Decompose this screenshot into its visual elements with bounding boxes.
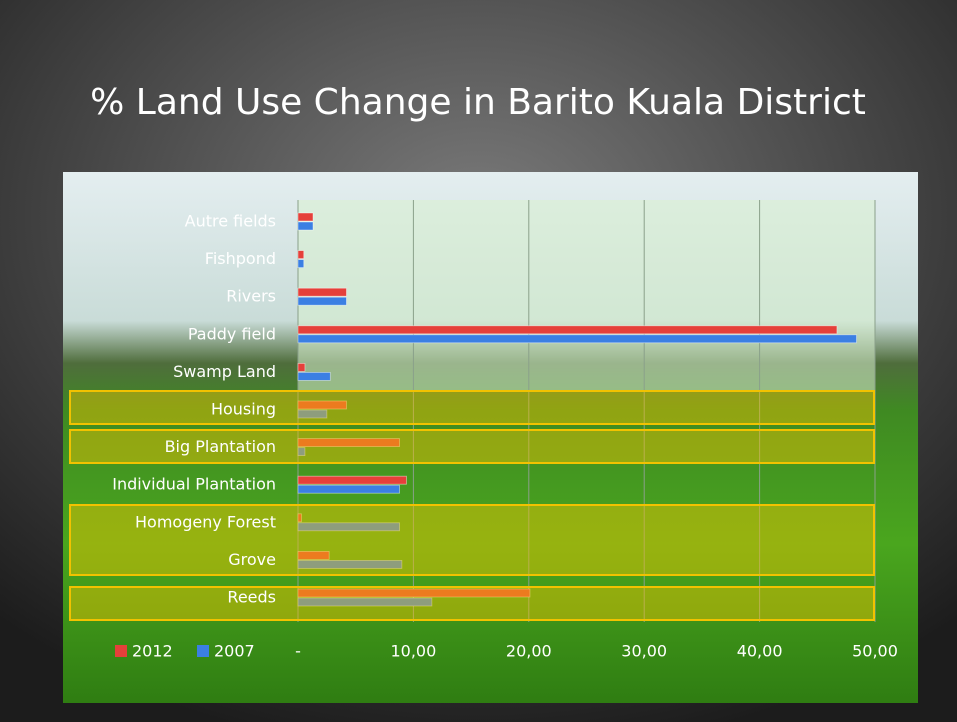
highlight-box bbox=[69, 429, 875, 464]
x-tick-label: 30,00 bbox=[621, 642, 667, 661]
plot-area bbox=[298, 200, 875, 390]
bar bbox=[297, 212, 314, 222]
bar bbox=[297, 484, 400, 494]
x-tick-label: 20,00 bbox=[506, 642, 552, 661]
legend-swatch bbox=[115, 645, 127, 657]
bar bbox=[297, 551, 330, 560]
legend-label: 2012 bbox=[132, 642, 173, 661]
x-tick-label: 50,00 bbox=[852, 642, 898, 661]
y-tick-label: Homogeny Forest bbox=[135, 512, 276, 531]
bar bbox=[297, 560, 403, 569]
x-tick-label: - bbox=[295, 642, 301, 661]
y-tick-label: Swamp Land bbox=[173, 362, 276, 381]
bar bbox=[297, 296, 347, 306]
bar bbox=[297, 362, 306, 372]
x-tick-label: 40,00 bbox=[737, 642, 783, 661]
bar bbox=[297, 250, 305, 260]
bar bbox=[297, 259, 305, 269]
bar bbox=[297, 400, 347, 410]
y-tick-label: Individual Plantation bbox=[112, 475, 276, 494]
bar bbox=[297, 409, 328, 419]
y-tick-label: Big Plantation bbox=[165, 437, 276, 456]
legend-label: 2007 bbox=[214, 642, 255, 661]
x-tick-label: 10,00 bbox=[390, 642, 436, 661]
legend-swatch bbox=[197, 645, 209, 657]
bar bbox=[297, 522, 400, 532]
y-tick-label: Paddy field bbox=[188, 324, 276, 343]
y-tick-label: Rivers bbox=[226, 287, 276, 306]
highlight-box bbox=[69, 504, 875, 576]
bar bbox=[297, 325, 838, 335]
bar bbox=[297, 287, 347, 297]
chart-title: % Land Use Change in Barito Kuala Distri… bbox=[90, 82, 866, 123]
bar bbox=[297, 513, 302, 523]
highlight-box bbox=[69, 586, 875, 621]
bar bbox=[297, 334, 857, 344]
bar bbox=[297, 371, 331, 381]
y-tick-label: Autre fields bbox=[185, 212, 276, 231]
highlights bbox=[69, 390, 875, 621]
bar bbox=[297, 447, 306, 457]
y-tick-label: Housing bbox=[211, 400, 276, 419]
y-tick-label: Fishpond bbox=[205, 249, 276, 268]
bar bbox=[297, 597, 433, 607]
y-tick-label: Grove bbox=[228, 550, 276, 569]
bar bbox=[297, 475, 407, 485]
y-tick-label: Reeds bbox=[227, 588, 276, 607]
bar bbox=[297, 221, 314, 231]
highlight-box bbox=[69, 390, 875, 425]
bar bbox=[297, 588, 531, 598]
bar bbox=[297, 438, 400, 448]
